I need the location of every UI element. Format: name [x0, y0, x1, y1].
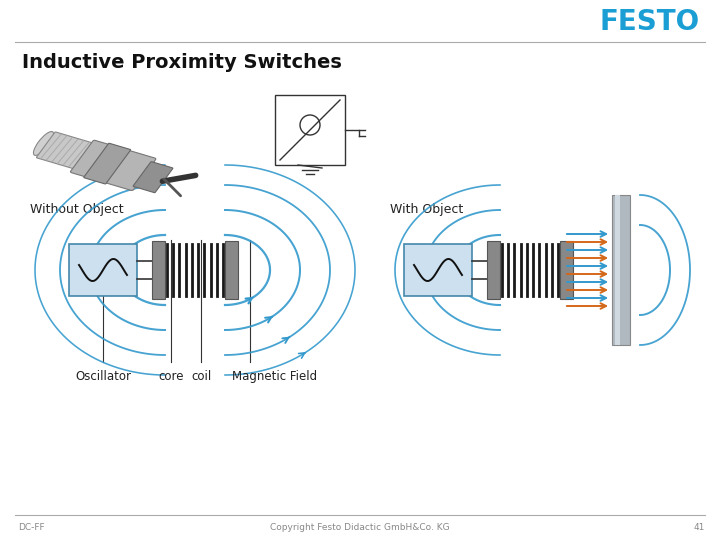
Text: 41: 41 [693, 523, 705, 531]
Text: DC-FF: DC-FF [18, 523, 45, 531]
Text: Copyright Festo Didactic GmbH&Co. KG: Copyright Festo Didactic GmbH&Co. KG [270, 523, 450, 531]
Bar [69, 244, 137, 296]
Bar [152, 241, 165, 299]
Text: Magnetic Field: Magnetic Field [233, 370, 318, 383]
FancyBboxPatch shape [37, 132, 94, 169]
Bar [615, 195, 620, 345]
Bar [487, 241, 500, 299]
Text: core: core [158, 370, 184, 383]
FancyBboxPatch shape [71, 140, 156, 191]
Text: Without Object: Without Object [30, 204, 124, 217]
Ellipse shape [33, 132, 53, 156]
Bar [404, 244, 472, 296]
FancyBboxPatch shape [84, 143, 130, 184]
Text: coil: coil [191, 370, 211, 383]
FancyBboxPatch shape [133, 161, 173, 193]
Text: Inductive Proximity Switches: Inductive Proximity Switches [22, 53, 342, 72]
Text: Oscillator: Oscillator [75, 370, 131, 383]
Bar [225, 241, 238, 299]
Text: With Object: With Object [390, 204, 463, 217]
Bar [275, 95, 345, 165]
Bar [612, 195, 630, 345]
Text: FESTO: FESTO [600, 8, 700, 36]
Bar [560, 241, 573, 299]
